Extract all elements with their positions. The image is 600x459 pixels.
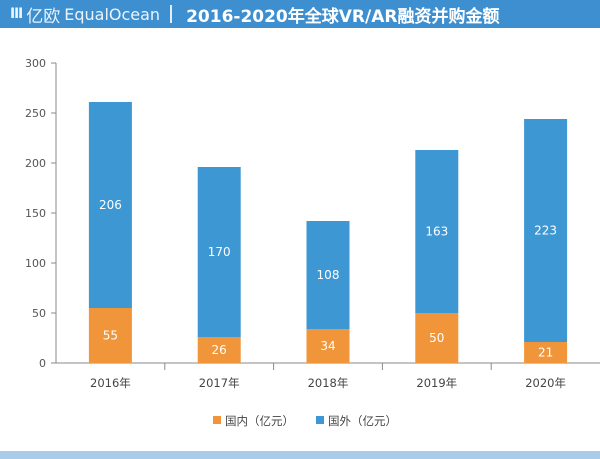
logo-text-cn: 亿欧 bbox=[26, 6, 61, 27]
data-label: 108 bbox=[317, 268, 340, 282]
y-tick-label: 150 bbox=[25, 207, 46, 220]
logo-text-en: EqualOcean bbox=[64, 4, 161, 24]
stacked-bar-chart: 0 50 100 150 200 250 300 55 206 2016年 26 170 2017年 34… bbox=[25, 57, 600, 428]
bar-segment bbox=[88, 102, 132, 308]
y-tick-label: 300 bbox=[25, 57, 46, 70]
bar-segment bbox=[306, 329, 350, 363]
y-tick-label: 50 bbox=[32, 307, 46, 320]
header-bar: Ⅲ 亿欧 EqualOcean 2016-2020年全球VR/AR融资并购金额 bbox=[0, 0, 600, 28]
footer-bar bbox=[0, 451, 600, 459]
bar-segment bbox=[197, 167, 241, 337]
data-label: 21 bbox=[538, 346, 553, 360]
logo: Ⅲ 亿欧 EqualOcean bbox=[0, 0, 160, 28]
data-label: 223 bbox=[534, 224, 557, 238]
data-label: 163 bbox=[425, 225, 448, 239]
bar-segment bbox=[197, 337, 241, 363]
x-tick-label: 2017年 bbox=[199, 376, 240, 390]
x-tick-label: 2019年 bbox=[416, 376, 457, 390]
y-tick-label: 200 bbox=[25, 157, 46, 170]
data-label: 50 bbox=[429, 331, 444, 345]
data-label: 170 bbox=[208, 245, 231, 259]
bar-segment bbox=[524, 119, 568, 342]
legend-label: 国内（亿元） bbox=[225, 414, 294, 428]
legend-swatch bbox=[316, 416, 324, 424]
x-tick-label: 2016年 bbox=[90, 376, 131, 390]
bar-segment bbox=[88, 308, 132, 363]
legend-swatch bbox=[213, 416, 221, 424]
logo-mark-icon: Ⅲ bbox=[10, 6, 23, 22]
data-label: 34 bbox=[320, 339, 335, 353]
bar-segment bbox=[415, 313, 459, 363]
data-label: 26 bbox=[212, 343, 227, 357]
data-label: 206 bbox=[99, 198, 122, 212]
data-label: 55 bbox=[103, 329, 118, 343]
chart-container: 0 50 100 150 200 250 300 55 206 2016年 26 170 2017年 34… bbox=[0, 28, 600, 451]
y-tick-label: 250 bbox=[25, 107, 46, 120]
bar-segment bbox=[524, 342, 568, 363]
y-tick-label: 100 bbox=[25, 257, 46, 270]
header-divider bbox=[170, 5, 173, 23]
page-title: 2016-2020年全球VR/AR融资并购金额 bbox=[186, 6, 500, 27]
y-tick-label: 0 bbox=[39, 357, 46, 370]
bar-segment bbox=[415, 150, 459, 313]
x-tick-label: 2020年 bbox=[525, 376, 566, 390]
x-tick-label: 2018年 bbox=[308, 376, 349, 390]
bar-segment bbox=[306, 221, 350, 329]
legend-label: 国外（亿元） bbox=[328, 414, 397, 428]
